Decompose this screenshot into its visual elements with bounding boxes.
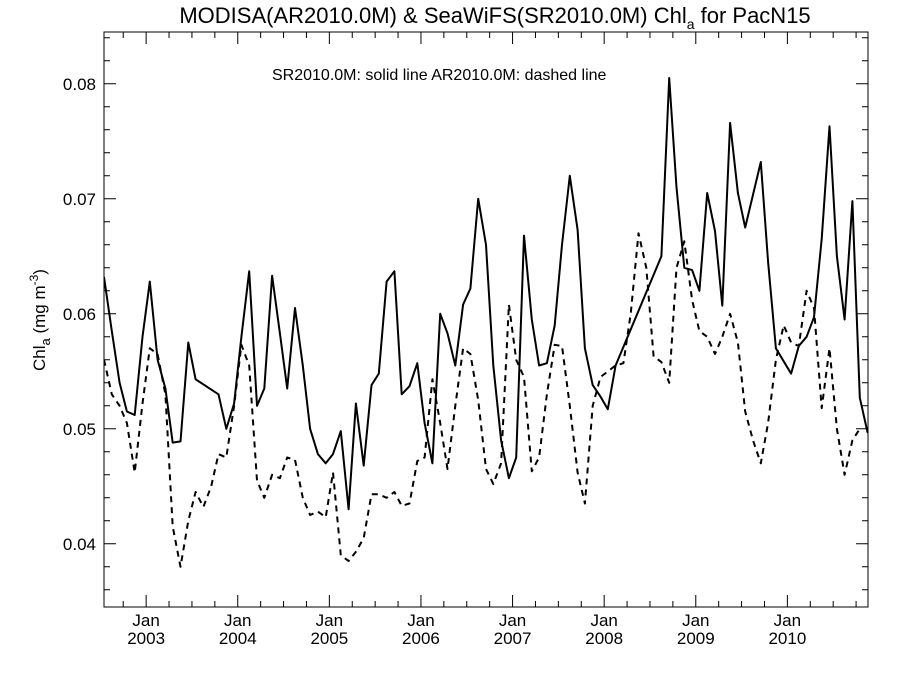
- y-tick-label: 0.06: [63, 305, 96, 324]
- x-tick-month-label: Jan: [224, 611, 251, 630]
- data-series: [104, 77, 868, 568]
- x-tick-month-label: Jan: [774, 611, 801, 630]
- x-tick-year-label: 2010: [768, 629, 806, 648]
- x-tick-year-label: 2003: [127, 629, 165, 648]
- y-tick-label: 0.08: [63, 75, 96, 94]
- series-line-ar2010-dashed: [104, 232, 861, 568]
- x-tick-month-label: Jan: [682, 611, 709, 630]
- y-tick-label: 0.04: [63, 535, 96, 554]
- y-tick-label: 0.07: [63, 190, 96, 209]
- x-tick-year-label: 2004: [219, 629, 257, 648]
- x-tick-month-label: Jan: [407, 611, 434, 630]
- x-tick-month-label: Jan: [499, 611, 526, 630]
- plot-frame: [103, 31, 869, 608]
- y-tick-label: 0.05: [63, 420, 96, 439]
- x-tick-year-label: 2007: [494, 629, 532, 648]
- x-tick-month-label: Jan: [316, 611, 343, 630]
- x-tick-month-label: Jan: [132, 611, 159, 630]
- chart-title: MODISA(AR2010.0M) & SeaWiFS(SR2010.0M) C…: [179, 3, 810, 32]
- series-line-sr2010-solid: [104, 77, 868, 511]
- y-axis-title: Chla (mg m-3): [27, 269, 53, 371]
- x-tick-year-label: 2006: [402, 629, 440, 648]
- x-tick-month-label: Jan: [590, 611, 617, 630]
- chart-title-subscript: a: [687, 16, 695, 32]
- line-style-note: SR2010.0M: solid line AR2010.0M: dashed …: [272, 67, 607, 84]
- x-tick-year-label: 2005: [310, 629, 348, 648]
- x-tick-year-label: 2008: [585, 629, 623, 648]
- x-tick-year-label: 2009: [677, 629, 715, 648]
- axis-ticks: 0.040.050.060.070.08Jan2003Jan2004Jan200…: [63, 32, 868, 648]
